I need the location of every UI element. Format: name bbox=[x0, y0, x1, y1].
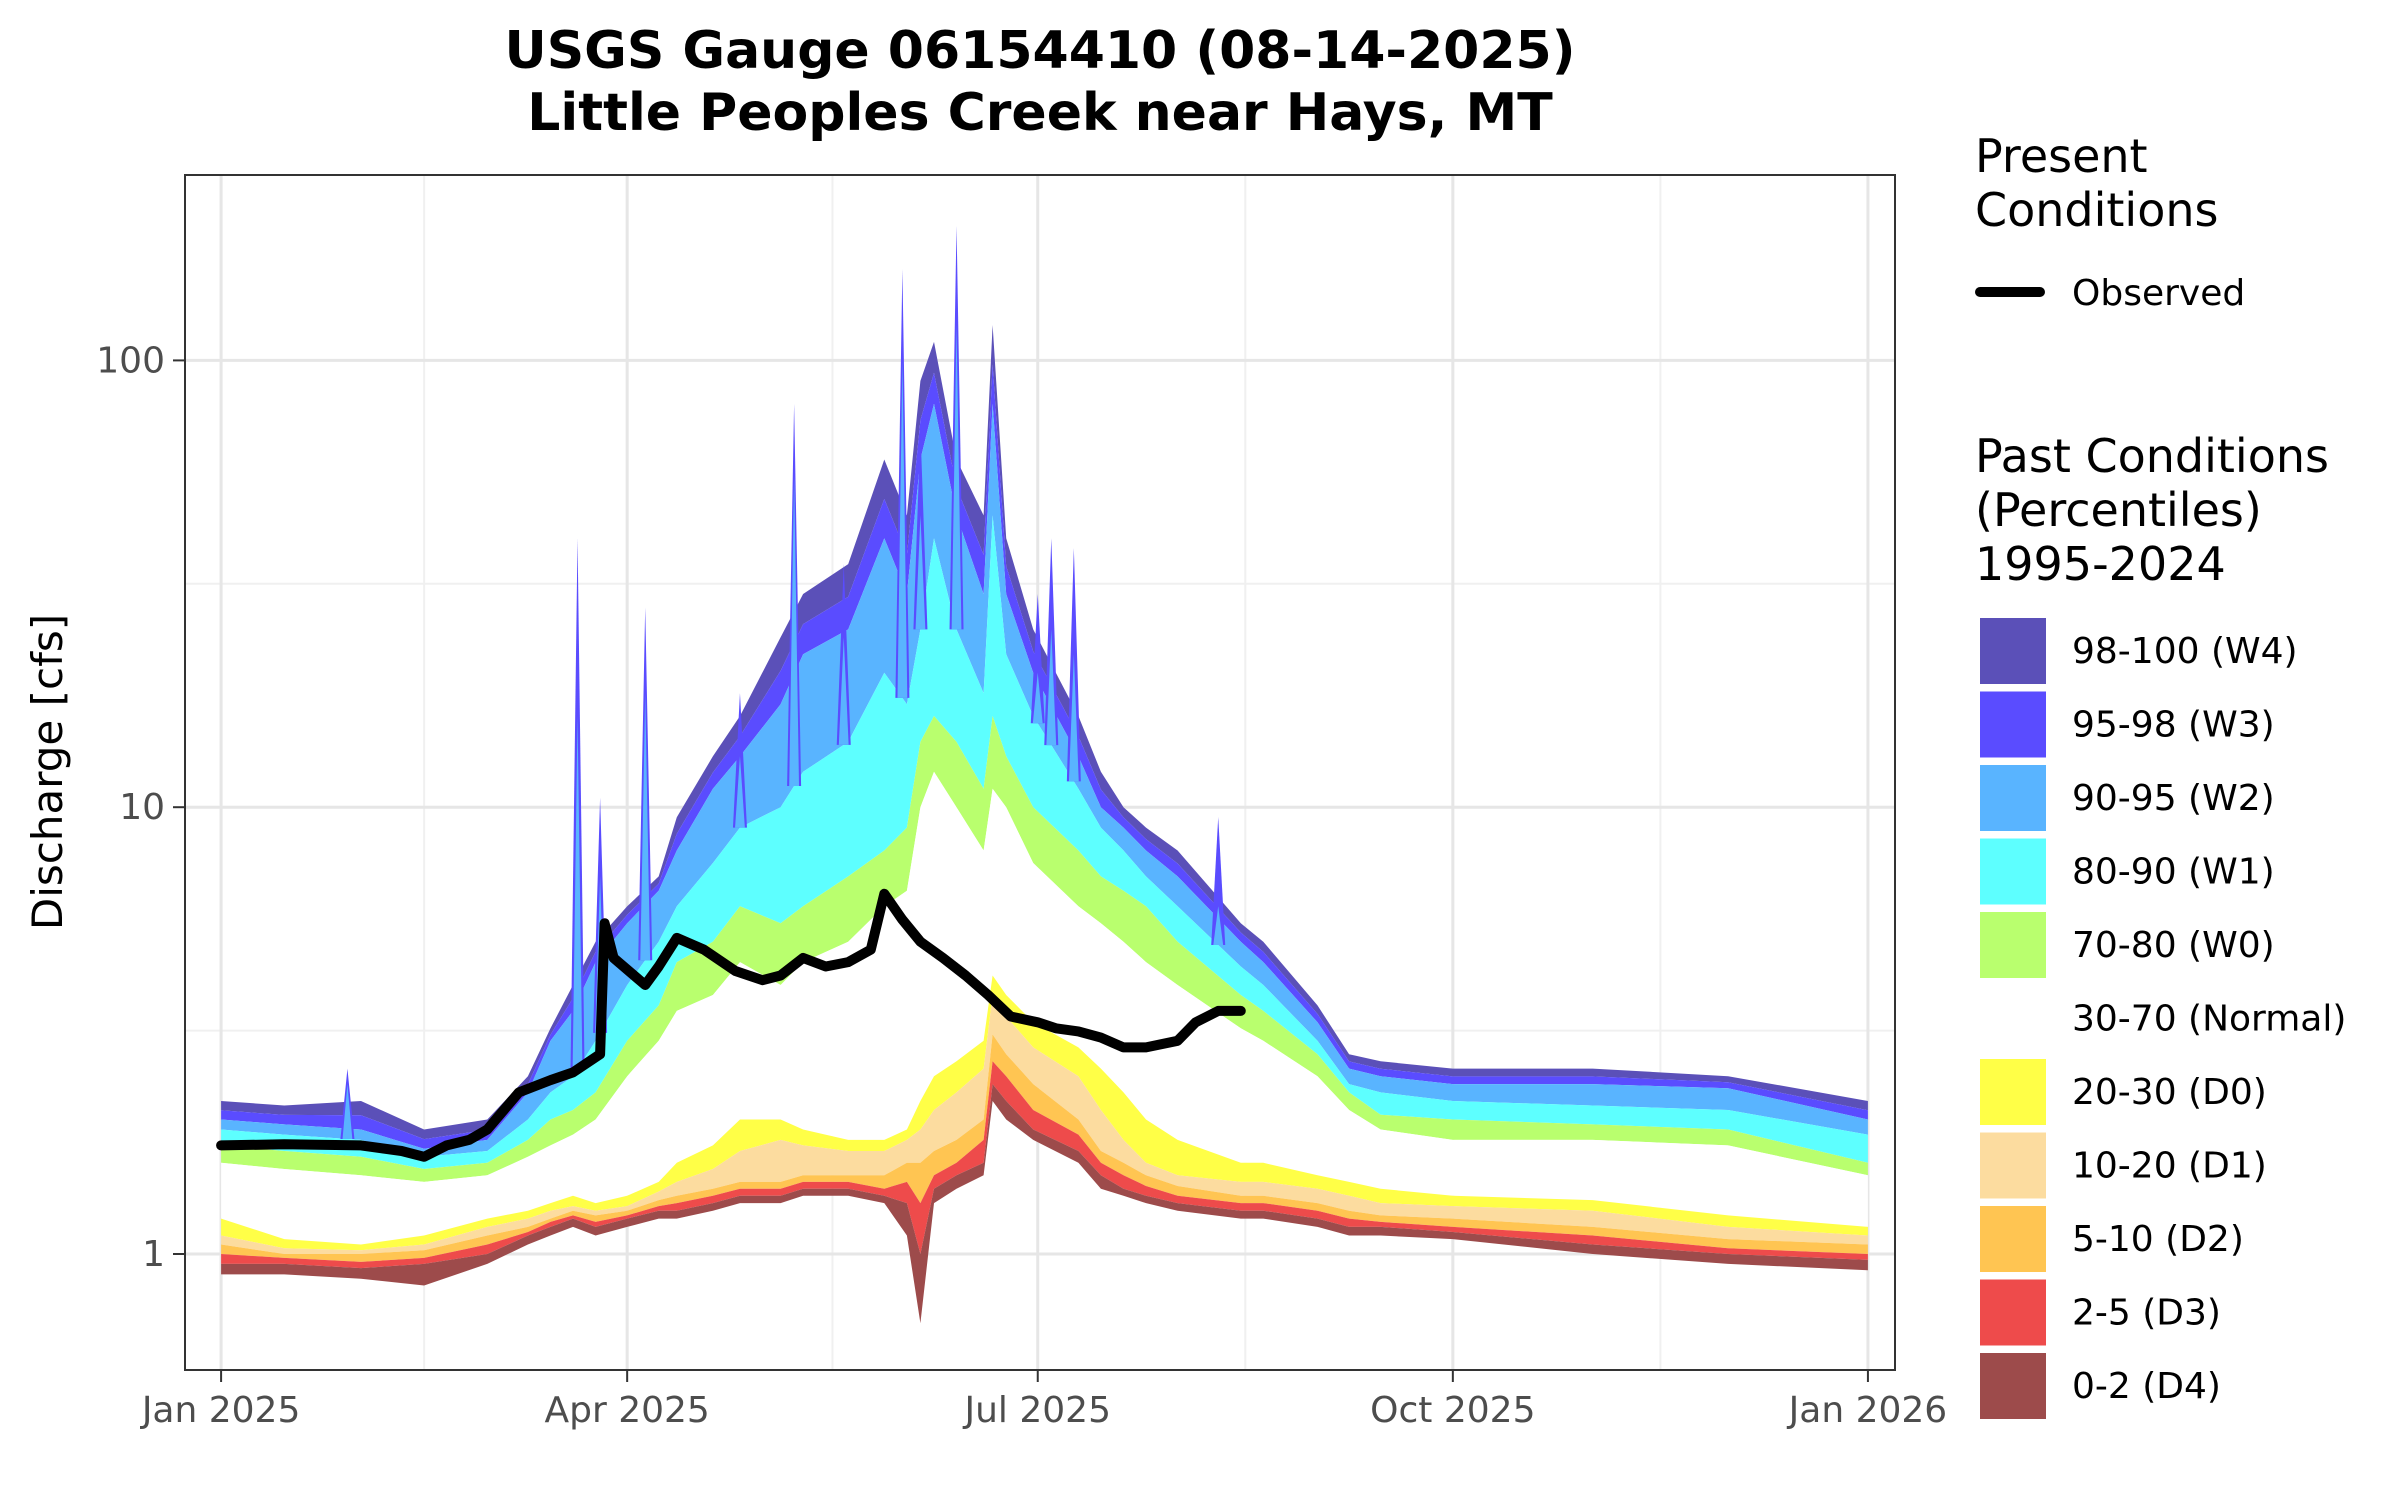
x-axis: Jan 2025 Apr 2025 Jul 2025 Oct 2025 Jan 2026 bbox=[140, 1370, 1947, 1431]
y-axis-label: Discharge [cfs] bbox=[23, 614, 72, 930]
spike-inner bbox=[1213, 906, 1224, 946]
spike-inner bbox=[735, 756, 745, 828]
legend-past-title-1: Past Conditions bbox=[1975, 429, 2329, 483]
band-20-30 bbox=[221, 975, 1868, 1251]
band-10-20 bbox=[221, 995, 1868, 1254]
band-70-80 bbox=[221, 716, 1868, 1182]
spike-peak bbox=[1030, 594, 1045, 724]
legend-past-title-2: (Percentiles) bbox=[1975, 483, 2262, 537]
legend-band-label: 2-5 (D3) bbox=[2072, 1293, 2221, 1334]
y-tick-label: 10 bbox=[119, 787, 165, 828]
x-tick-label: Jan 2025 bbox=[140, 1390, 301, 1431]
legend-present-title-2: Conditions bbox=[1975, 183, 2218, 237]
legend-swatch bbox=[1980, 1279, 2046, 1346]
band-30-70 bbox=[221, 771, 1868, 1245]
legend-band-label: 70-80 (W0) bbox=[2072, 925, 2275, 966]
x-tick-label: Jan 2026 bbox=[1787, 1390, 1948, 1431]
observed-line bbox=[216, 888, 1246, 1162]
legend-band-label: 0-2 (D4) bbox=[2072, 1366, 2221, 1407]
legend-swatch bbox=[1980, 618, 2046, 684]
band-2-5 bbox=[221, 1061, 1868, 1269]
legend-swatch bbox=[1980, 765, 2046, 831]
legend-swatch bbox=[1980, 691, 2046, 758]
spike-inner bbox=[915, 515, 926, 630]
legend-band-label: 20-30 (D0) bbox=[2072, 1072, 2267, 1113]
spike-inner bbox=[951, 325, 962, 630]
plot-border bbox=[184, 174, 1896, 1371]
legend-present-title-1: Present bbox=[1975, 129, 2148, 183]
percentile-spikes bbox=[340, 225, 1226, 1140]
legend-past-title-3: 1995-2024 bbox=[1975, 537, 2226, 591]
y-axis: 1 10 100 bbox=[96, 340, 185, 1275]
legend-band-label: 90-95 (W2) bbox=[2072, 778, 2275, 819]
legend-band-label: 5-10 (D2) bbox=[2072, 1219, 2244, 1260]
legend-swatch bbox=[1980, 838, 2046, 905]
chart-title-line-2: Little Peoples Creek near Hays, MT bbox=[527, 83, 1553, 143]
x-tick-label: Oct 2025 bbox=[1370, 1390, 1535, 1431]
legend-band-label: 30-70 (Normal) bbox=[2072, 999, 2346, 1040]
band-5-10 bbox=[221, 1034, 1868, 1262]
legend-swatch bbox=[1980, 1353, 2046, 1419]
band-80-90 bbox=[221, 515, 1868, 1169]
spike-inner bbox=[572, 716, 583, 1070]
legend-band-items: 98-100 (W4) 95-98 (W3) 90-95 (W2) 80-90 (W1… bbox=[1980, 618, 2346, 1419]
legend-observed-label: Observed bbox=[2072, 273, 2245, 314]
legend-band-label: 10-20 (D1) bbox=[2072, 1146, 2267, 1187]
spike-inner bbox=[640, 693, 651, 961]
legend-swatch bbox=[1980, 1059, 2046, 1125]
legend-swatch bbox=[1980, 985, 2046, 1052]
spike-inner bbox=[342, 1084, 353, 1140]
spike-inner bbox=[1046, 629, 1057, 746]
legend-band-label: 98-100 (W4) bbox=[2072, 631, 2298, 672]
legend-swatch bbox=[1980, 1206, 2046, 1272]
spike-inner bbox=[789, 476, 800, 786]
spike-inner bbox=[1032, 672, 1043, 724]
x-tick-label: Apr 2025 bbox=[544, 1390, 709, 1431]
spike-inner bbox=[838, 637, 849, 745]
legend: Present Conditions Observed Past Conditi… bbox=[1975, 129, 2346, 1419]
legend-swatch bbox=[1980, 912, 2046, 978]
y-tick-label: 1 bbox=[142, 1234, 165, 1275]
x-tick-label: Jul 2025 bbox=[962, 1390, 1111, 1431]
legend-swatch bbox=[1980, 1132, 2046, 1199]
observed-series bbox=[216, 888, 1246, 1162]
spike-inner bbox=[1068, 654, 1079, 782]
spike-inner bbox=[897, 360, 908, 698]
legend-band-label: 80-90 (W1) bbox=[2072, 852, 2275, 893]
spike-peak bbox=[1211, 817, 1226, 946]
y-tick-label: 100 bbox=[96, 340, 165, 381]
chart-title-line-1: USGS Gauge 06154410 (08-14-2025) bbox=[504, 21, 1575, 81]
legend-band-label: 95-98 (W3) bbox=[2072, 705, 2275, 746]
